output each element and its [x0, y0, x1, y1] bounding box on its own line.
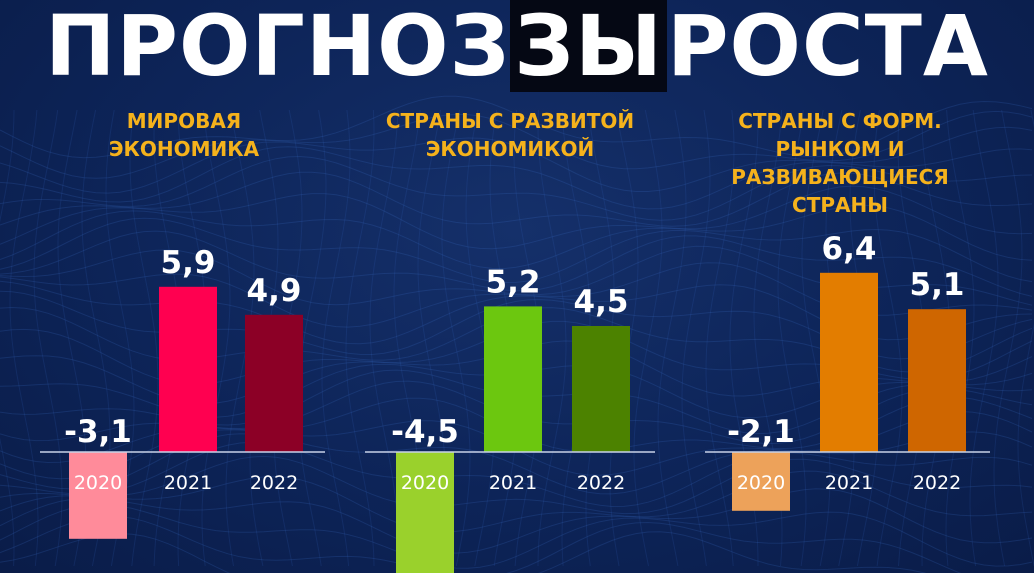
- year-label: 2022: [913, 472, 961, 494]
- chart-title-line: РАЗВИВАЮЩИЕСЯ: [731, 165, 949, 189]
- bar-2021: [159, 286, 217, 452]
- year-label: 2022: [250, 472, 298, 494]
- title-part-3: РОСТА: [666, 0, 989, 95]
- year-label: 2021: [489, 472, 537, 494]
- value-label: 4,9: [247, 273, 302, 309]
- value-label: 5,1: [910, 267, 965, 303]
- chart-panel-3: СТРАНЫ С ФОРМ. РЫНКОМ И РАЗВИВАЮЩИЕСЯ СТРАН…: [705, 109, 990, 511]
- year-label: 2020: [401, 472, 449, 494]
- year-label: 2021: [164, 472, 212, 494]
- chart-panel-1: МИРОВАЯ ЭКОНОМИКА -3,1 2020 5,9 2021 4,9 2022: [40, 109, 325, 539]
- year-label: 2020: [737, 472, 785, 494]
- value-label: 5,2: [486, 264, 541, 300]
- value-label: -3,1: [64, 414, 132, 450]
- bar-2020: [732, 452, 790, 511]
- bar-2022: [572, 326, 630, 452]
- title-part-1: ПРОГНОЗ: [45, 0, 511, 95]
- bar-2022: [245, 314, 303, 452]
- value-label: 5,9: [161, 245, 216, 281]
- value-label: 6,4: [822, 231, 877, 267]
- value-label: -2,1: [727, 414, 795, 450]
- title-part-2-highlight: ЗЫ: [510, 0, 667, 92]
- chart-title-line: ЭКОНОМИКА: [109, 137, 260, 161]
- chart-title-line: ЭКОНОМИКОЙ: [426, 137, 595, 161]
- year-label: 2020: [74, 472, 122, 494]
- bar-2021: [820, 272, 878, 452]
- chart-title-line: СТРАНЫ: [792, 193, 888, 217]
- bar-2022: [908, 309, 966, 452]
- chart-title-line: РЫНКОМ И: [775, 137, 904, 161]
- bar-2021: [484, 306, 542, 452]
- chart-title-line: СТРАНЫ С ФОРМ.: [738, 109, 942, 133]
- chart-title-line: МИРОВАЯ: [127, 109, 241, 133]
- bar-2020: [69, 452, 127, 539]
- chart-panel-2: СТРАНЫ С РАЗВИТОЙ ЭКОНОМИКОЙ -4,5 2020 5,2 20…: [365, 109, 655, 573]
- year-label: 2021: [825, 472, 873, 494]
- year-label: 2022: [577, 472, 625, 494]
- value-label: 4,5: [574, 284, 629, 320]
- page-title: ПРОГНОЗ ЗЫ РОСТА: [0, 0, 1034, 92]
- bar-2020: [396, 452, 454, 573]
- chart-title-line: СТРАНЫ С РАЗВИТОЙ: [386, 109, 634, 133]
- value-label: -4,5: [391, 414, 459, 450]
